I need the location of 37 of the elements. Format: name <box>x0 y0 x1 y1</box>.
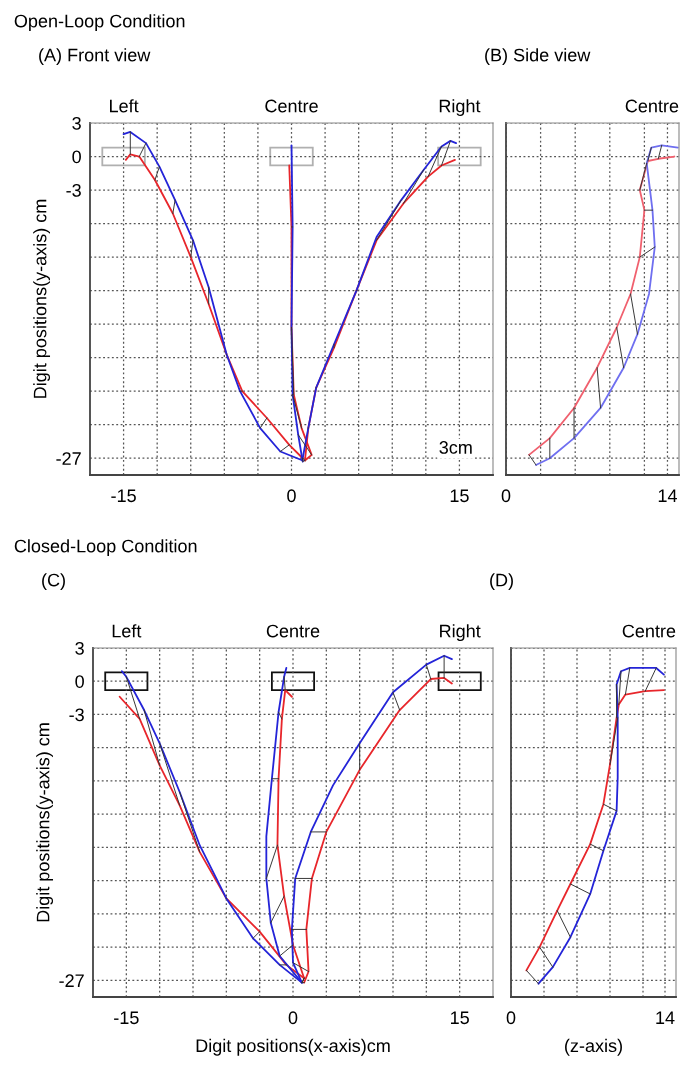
x-tick-label: 14 <box>656 1011 675 1024</box>
text: Right <box>439 99 481 116</box>
text: Centre <box>622 624 676 638</box>
text: Centre <box>625 99 679 113</box>
y-axis-title: Digit positions(y-axis) cm <box>33 199 51 398</box>
x-axis-title: (z-axis) <box>565 1038 622 1056</box>
chart-title: Open-Loop Condition <box>14 14 185 31</box>
chart-subtitle: (B) Side view <box>485 48 591 65</box>
text: Centre <box>265 99 318 113</box>
text: Right <box>440 624 481 642</box>
y-tick-label: -27 <box>56 452 81 465</box>
y-axis-title: Digit positions(y-axis) cm <box>36 723 54 922</box>
chart-title: Closed-Loop Condition <box>14 539 197 556</box>
x-axis-title: Digit positions(x-axis)cm <box>196 1038 390 1056</box>
y-tick-label: 0 <box>72 150 81 164</box>
y-tick-label: -27 <box>59 974 84 987</box>
y-tick-label: 3 <box>72 116 81 130</box>
x-tick-label: 15 <box>451 1011 469 1025</box>
chart-subtitle: (C) <box>42 573 65 590</box>
x-tick-label: 0 <box>288 1011 298 1025</box>
annotation: 3cm <box>439 441 472 454</box>
x-tick-label: -15 <box>111 489 136 503</box>
x-tick-label: 0 <box>287 489 296 503</box>
x-tick-label: 0 <box>506 1011 516 1025</box>
text: Centre <box>266 624 320 638</box>
x-tick-label: 15 <box>450 489 469 503</box>
chart-subtitle: (A) Front view <box>39 48 151 65</box>
y-tick-label: 0 <box>75 675 84 688</box>
x-tick-label: -15 <box>114 1011 139 1025</box>
y-tick-label: 3 <box>75 641 84 655</box>
chart-subtitle: (D) <box>490 573 513 590</box>
y-tick-label: -3 <box>66 183 81 197</box>
x-tick-label: 0 <box>501 489 511 503</box>
text: Left <box>110 99 139 113</box>
text: Left <box>112 624 142 638</box>
y-tick-label: -3 <box>69 708 84 722</box>
x-tick-label: 14 <box>658 489 677 502</box>
